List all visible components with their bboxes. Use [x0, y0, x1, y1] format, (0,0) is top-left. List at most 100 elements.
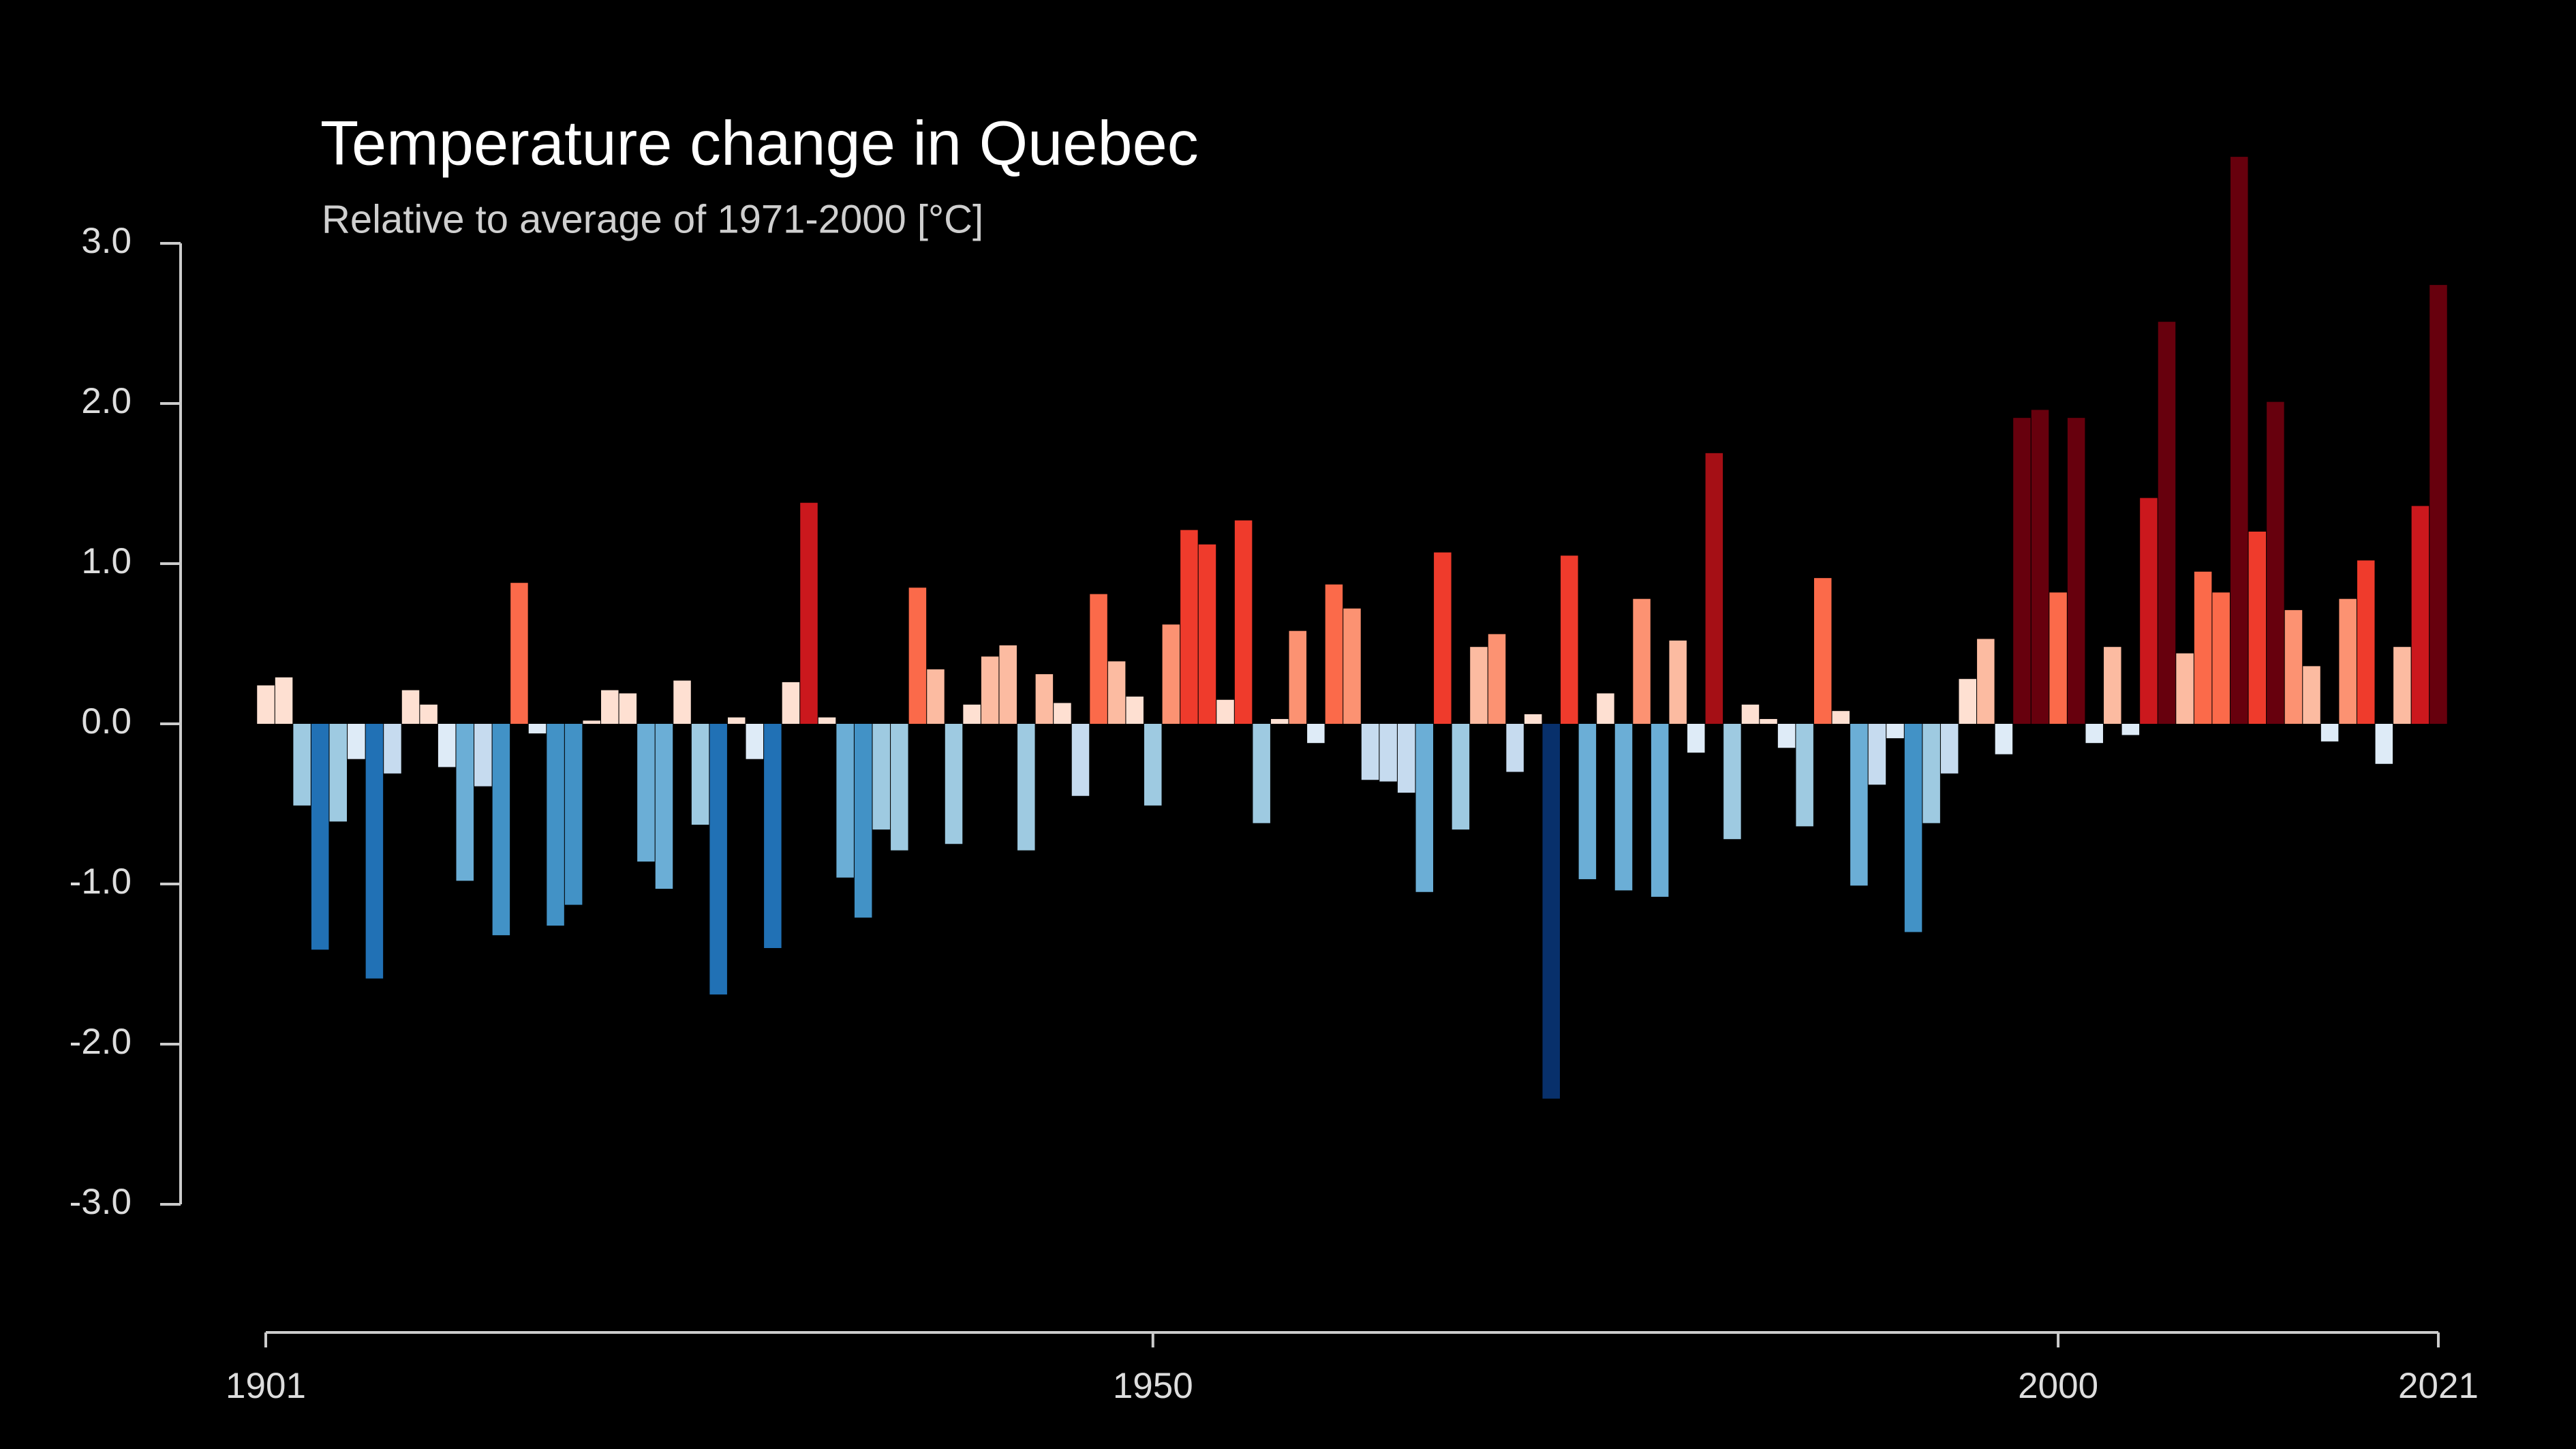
- y-tick-label: -3.0: [70, 1182, 132, 1222]
- bar: [1488, 634, 1506, 724]
- bar: [1361, 724, 1379, 780]
- bar: [1922, 724, 1940, 823]
- bar: [1669, 640, 1687, 724]
- bar: [1777, 724, 1796, 748]
- x-tick-label: 1901: [226, 1366, 306, 1406]
- bar: [908, 588, 927, 724]
- bar: [1144, 724, 1162, 806]
- bar: [1090, 594, 1107, 724]
- bar: [1035, 674, 1054, 724]
- bar: [2248, 532, 2267, 724]
- bar: [1470, 647, 1488, 724]
- bar: [2284, 610, 2303, 724]
- bar: [1524, 714, 1542, 724]
- bar: [2067, 418, 2085, 724]
- bar: [528, 724, 547, 734]
- bar: [1017, 724, 1035, 851]
- bar: [891, 724, 908, 851]
- y-tick-label: -1.0: [70, 861, 132, 902]
- bar: [1506, 724, 1524, 772]
- bar: [2339, 598, 2357, 724]
- bar: [401, 690, 420, 724]
- bar: [275, 677, 293, 724]
- bar: [1107, 661, 1126, 724]
- bar: [1216, 699, 1234, 724]
- bar: [691, 724, 709, 825]
- bar: [1760, 718, 1777, 724]
- bar: [2230, 157, 2248, 724]
- bar: [2031, 410, 2049, 724]
- bar: [2411, 506, 2429, 724]
- bar: [1614, 724, 1633, 891]
- bar: [510, 583, 528, 724]
- y-tick-label: 2.0: [81, 381, 132, 421]
- bar: [1597, 693, 1614, 724]
- bar: [981, 656, 999, 724]
- bar: [547, 724, 564, 926]
- bar: [655, 724, 673, 889]
- bar: [1379, 724, 1397, 782]
- bar: [1995, 724, 2013, 754]
- bar: [1054, 703, 1071, 724]
- bar: [1940, 724, 1959, 774]
- bar: [1868, 724, 1886, 785]
- chart-subtitle: Relative to average of 1971-2000 [°C]: [322, 197, 983, 241]
- bar: [601, 690, 619, 724]
- bar: [1452, 724, 1470, 830]
- x-tick-label: 2000: [2018, 1366, 2098, 1406]
- bar: [257, 685, 275, 724]
- bar: [927, 669, 945, 724]
- bar: [1162, 624, 1180, 724]
- y-tick-label: -2.0: [70, 1022, 132, 1062]
- bar: [1542, 724, 1560, 1099]
- bar: [1126, 697, 1144, 724]
- bar: [583, 720, 600, 724]
- bar: [311, 724, 329, 950]
- bar: [2158, 322, 2176, 724]
- bar: [1886, 724, 1904, 739]
- bar: [2104, 647, 2121, 724]
- bar: [2013, 418, 2031, 724]
- bar: [2194, 571, 2212, 724]
- bar: [1234, 520, 1253, 724]
- bar: [2303, 666, 2320, 724]
- bar: [836, 724, 854, 878]
- bar: [2085, 724, 2103, 744]
- bar: [348, 724, 365, 759]
- bar: [2357, 560, 2375, 724]
- bar: [1071, 724, 1090, 796]
- bar: [782, 682, 800, 724]
- bar: [1796, 724, 1813, 827]
- bar: [474, 724, 492, 787]
- bar: [1343, 608, 1361, 724]
- bar: [365, 724, 384, 979]
- bar: [1813, 578, 1832, 724]
- bar: [564, 724, 583, 905]
- bar: [637, 724, 655, 862]
- bar: [1415, 724, 1434, 892]
- bar: [492, 724, 510, 936]
- bar: [2176, 653, 2194, 724]
- bar: [727, 717, 746, 724]
- bar: [438, 724, 456, 767]
- bar: [619, 693, 637, 724]
- bar: [2320, 724, 2339, 742]
- bar: [1904, 724, 1922, 932]
- bar: [1270, 718, 1289, 724]
- bar: [1633, 598, 1651, 724]
- x-tick-label: 1950: [1113, 1366, 1193, 1406]
- bar: [818, 717, 836, 724]
- bar: [800, 502, 818, 724]
- y-tick-label: 0.0: [81, 701, 132, 742]
- bar: [2049, 592, 2067, 724]
- bar: [1705, 453, 1723, 724]
- x-tick-label: 2021: [2398, 1366, 2479, 1406]
- chart-title: Temperature change in Quebec: [320, 108, 1199, 178]
- bar: [854, 724, 872, 918]
- bar: [2267, 401, 2284, 724]
- bar: [1959, 679, 1977, 724]
- bar: [456, 724, 474, 881]
- bar: [1180, 530, 1198, 724]
